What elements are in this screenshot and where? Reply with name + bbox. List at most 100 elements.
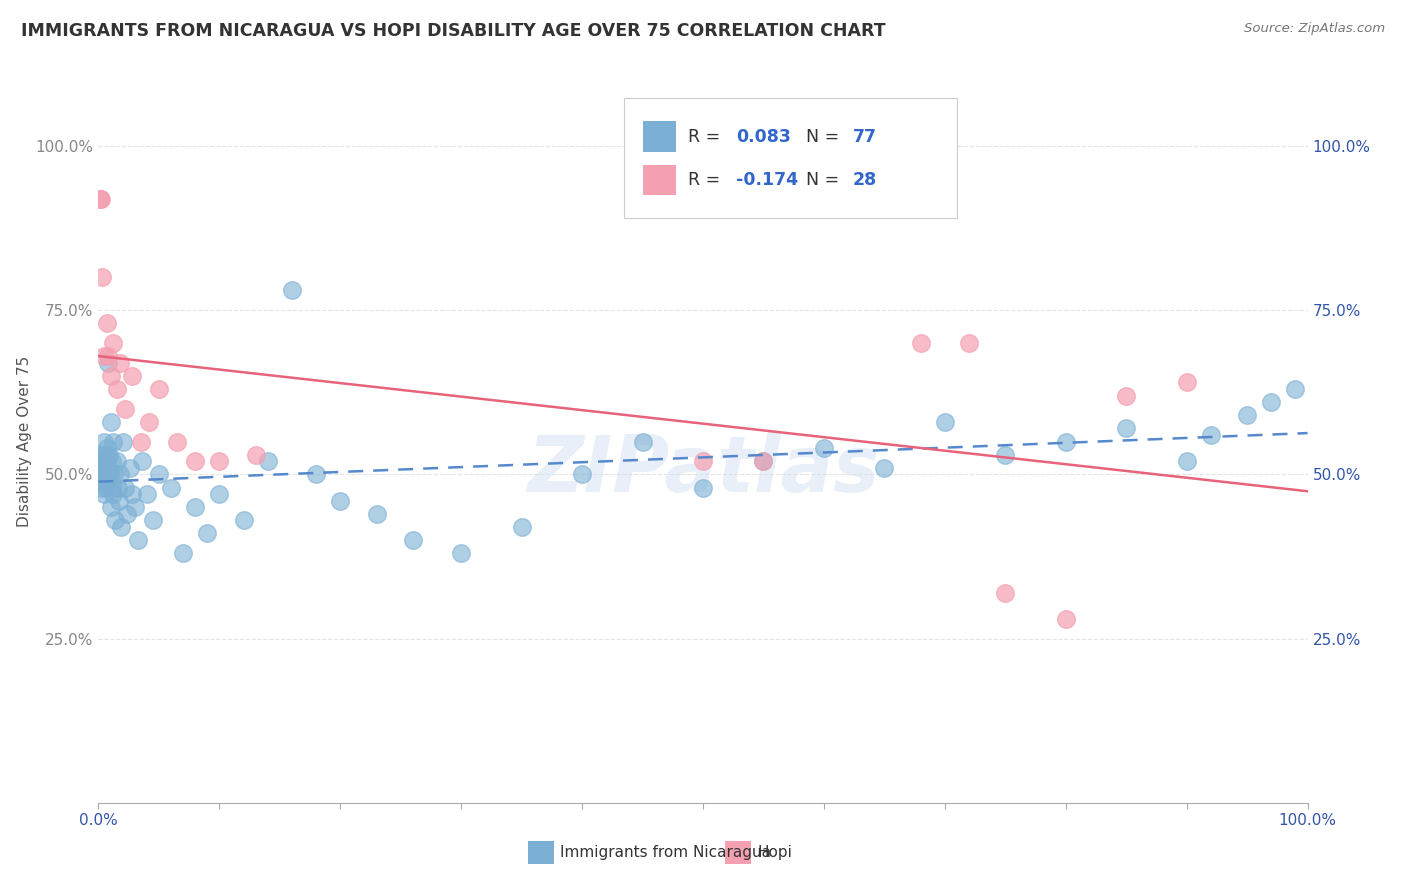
- Text: Source: ZipAtlas.com: Source: ZipAtlas.com: [1244, 22, 1385, 36]
- Point: [934, 415, 956, 429]
- Point: [1115, 388, 1137, 402]
- Point: [91, 474, 114, 488]
- Point: [89, 467, 111, 482]
- Point: [994, 585, 1017, 599]
- Point: [96, 441, 118, 455]
- Point: [1175, 454, 1198, 468]
- Point: [1115, 421, 1137, 435]
- Point: [118, 460, 141, 475]
- Y-axis label: Disability Age Over 75: Disability Age Over 75: [17, 356, 32, 527]
- Text: N =: N =: [806, 171, 845, 189]
- Text: 0.083: 0.083: [735, 128, 790, 145]
- Point: [232, 513, 254, 527]
- Point: [100, 500, 122, 515]
- Text: IMMIGRANTS FROM NICARAGUA VS HOPI DISABILITY AGE OVER 75 CORRELATION CHART: IMMIGRANTS FROM NICARAGUA VS HOPI DISABI…: [21, 22, 886, 40]
- Point: [105, 454, 128, 468]
- Text: R =: R =: [689, 128, 727, 145]
- Point: [873, 460, 896, 475]
- Point: [100, 481, 122, 495]
- Point: [114, 401, 136, 416]
- Point: [208, 487, 231, 501]
- Point: [91, 454, 114, 468]
- Point: [94, 467, 117, 482]
- Point: [98, 448, 121, 462]
- Point: [910, 336, 932, 351]
- Point: [98, 467, 121, 482]
- Point: [1175, 376, 1198, 390]
- Text: 28: 28: [853, 171, 877, 189]
- Point: [166, 434, 188, 449]
- Text: -0.174: -0.174: [735, 171, 797, 189]
- Point: [101, 434, 124, 449]
- Text: Hopi: Hopi: [758, 845, 793, 860]
- Point: [91, 481, 114, 495]
- Point: [100, 454, 122, 468]
- Point: [107, 481, 129, 495]
- Point: [281, 284, 304, 298]
- Point: [90, 474, 112, 488]
- Point: [692, 454, 714, 468]
- Point: [329, 493, 352, 508]
- Point: [135, 487, 157, 501]
- Point: [402, 533, 425, 547]
- Point: [96, 316, 118, 330]
- Point: [97, 349, 120, 363]
- Point: [305, 467, 328, 482]
- Point: [101, 487, 124, 501]
- Text: 77: 77: [853, 128, 877, 145]
- Point: [160, 481, 183, 495]
- Point: [142, 513, 165, 527]
- Bar: [724, 841, 751, 864]
- Point: [131, 454, 153, 468]
- Point: [89, 454, 111, 468]
- Point: [121, 487, 143, 501]
- Point: [1284, 382, 1306, 396]
- Point: [148, 467, 170, 482]
- Point: [208, 454, 231, 468]
- Point: [510, 520, 533, 534]
- Point: [97, 356, 120, 370]
- Point: [195, 526, 218, 541]
- Point: [96, 454, 118, 468]
- Point: [366, 507, 388, 521]
- Point: [1260, 395, 1282, 409]
- Point: [108, 356, 131, 370]
- Point: [129, 434, 152, 449]
- Point: [104, 513, 127, 527]
- Point: [571, 467, 593, 482]
- Point: [127, 533, 149, 547]
- Point: [752, 454, 775, 468]
- FancyBboxPatch shape: [624, 98, 957, 218]
- Text: ZIPatlas: ZIPatlas: [527, 433, 879, 508]
- Point: [994, 448, 1017, 462]
- Point: [117, 507, 139, 521]
- Point: [101, 336, 124, 351]
- Point: [110, 520, 132, 534]
- Point: [105, 382, 128, 396]
- Bar: [643, 121, 676, 152]
- Point: [96, 474, 118, 488]
- Point: [957, 336, 980, 351]
- Point: [100, 415, 122, 429]
- Text: R =: R =: [689, 171, 727, 189]
- Point: [91, 467, 114, 482]
- Point: [89, 192, 111, 206]
- Point: [93, 487, 115, 501]
- Point: [91, 448, 114, 462]
- Text: Immigrants from Nicaragua: Immigrants from Nicaragua: [561, 845, 772, 860]
- Point: [1199, 428, 1222, 442]
- Point: [1054, 612, 1077, 626]
- Point: [91, 270, 114, 285]
- Point: [138, 415, 160, 429]
- Point: [90, 192, 112, 206]
- Bar: [527, 841, 554, 864]
- Point: [172, 546, 194, 560]
- Point: [1054, 434, 1077, 449]
- Point: [184, 500, 207, 515]
- Text: N =: N =: [806, 128, 845, 145]
- Point: [184, 454, 207, 468]
- Point: [752, 454, 775, 468]
- Point: [1236, 409, 1258, 423]
- Point: [90, 460, 112, 475]
- Point: [108, 493, 131, 508]
